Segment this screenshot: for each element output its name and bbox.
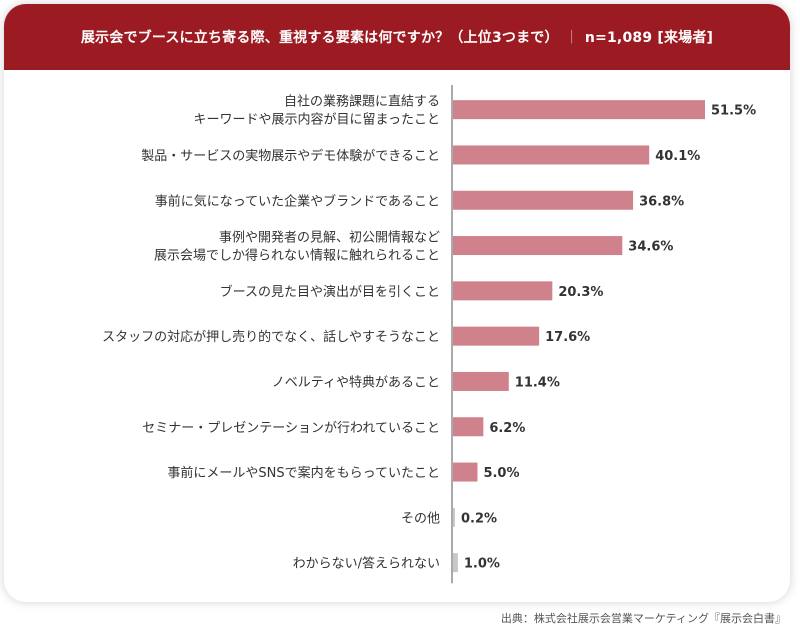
category-label-7: ノベルティや特典があること bbox=[272, 375, 440, 390]
value-label-3: 36.8% bbox=[639, 194, 684, 209]
bar-10 bbox=[453, 507, 455, 527]
category-label-4: 事例や開発者の見解、初公開情報など展示会場でしか得られない情報に触れられること bbox=[154, 231, 440, 264]
bar-8 bbox=[453, 417, 484, 437]
value-label-7: 11.4% bbox=[515, 375, 560, 390]
source-note: 出典：株式会社展示会営業マーケティング『展示会白書』 bbox=[500, 612, 786, 625]
bar-5 bbox=[453, 281, 553, 301]
category-label-9: 事前にメールやSNSで案内をもらっていたこと bbox=[167, 465, 440, 481]
value-label-1: 51.5% bbox=[711, 104, 756, 119]
category-label-11: わからない/答えられない bbox=[293, 556, 440, 572]
chart-question: 展示会でブースに立ち寄る際、重視する要素は何ですか？（上位3つまで） bbox=[80, 30, 559, 46]
value-label-11: 1.0% bbox=[464, 557, 500, 572]
chart-header: 展示会でブースに立ち寄る際、重視する要素は何ですか？（上位3つまで） ｜ n=1… bbox=[4, 4, 790, 70]
value-label-10: 0.2% bbox=[461, 511, 497, 526]
value-label-2: 40.1% bbox=[655, 149, 700, 164]
bar-7 bbox=[453, 371, 509, 391]
bar-9 bbox=[453, 462, 478, 482]
bar-4 bbox=[453, 236, 623, 256]
bar-2 bbox=[453, 145, 650, 165]
value-label-6: 17.6% bbox=[545, 330, 590, 345]
value-label-9: 5.0% bbox=[483, 466, 519, 481]
category-label-6: スタッフの対応が押し売り的でなく、話しやすそうなこと bbox=[102, 329, 440, 345]
bar-6 bbox=[453, 326, 540, 346]
header-separator: ｜ bbox=[564, 30, 579, 46]
category-label-8: セミナー・プレゼンテーションが行われていること bbox=[142, 421, 440, 436]
category-label-10: その他 bbox=[401, 511, 440, 526]
category-label-5: ブースの見た目や演出が目を引くこと bbox=[220, 284, 440, 300]
bar-11 bbox=[453, 553, 458, 573]
value-label-5: 20.3% bbox=[558, 285, 603, 300]
bar-3 bbox=[453, 190, 634, 210]
category-label-2: 製品・サービスの実物展示やデモ体験ができること bbox=[141, 148, 440, 164]
category-label-1: 自社の業務課題に直結するキーワードや展示内容が目に留まったこと bbox=[194, 94, 440, 128]
value-label-4: 34.6% bbox=[628, 240, 673, 255]
sample-size: n=1,089 [来場者] bbox=[584, 30, 714, 46]
bar-1 bbox=[453, 100, 705, 120]
category-label-3: 事前に気になっていた企業やブランドであること bbox=[155, 193, 440, 209]
value-label-8: 6.2% bbox=[489, 421, 525, 436]
